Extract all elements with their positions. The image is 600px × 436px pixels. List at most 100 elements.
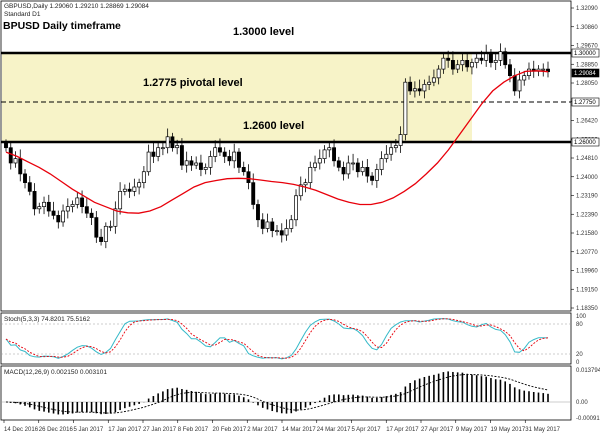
candle-body xyxy=(170,136,175,149)
candle-body xyxy=(541,68,546,71)
candle-body xyxy=(498,51,503,61)
time-tick-label: 24 Mar 2017 xyxy=(317,427,351,433)
candle-body xyxy=(127,188,132,192)
candle-body xyxy=(198,162,203,170)
candle-body xyxy=(241,167,246,173)
candle-body xyxy=(469,62,474,68)
time-tick-label: 9 May 2017 xyxy=(456,427,488,433)
candle-body xyxy=(256,204,260,221)
candle-body xyxy=(232,151,237,162)
candle-body xyxy=(313,162,317,168)
price-tick-label: 1.21580 xyxy=(576,231,598,237)
chart-title: BPUSD Daily timeframe xyxy=(3,20,121,32)
candle-body xyxy=(246,171,251,183)
time-tick-label: 5 Jan 2017 xyxy=(74,427,104,433)
stoch-tick-label: 80 xyxy=(576,322,583,328)
candle-body xyxy=(303,182,308,186)
candle-body xyxy=(227,156,232,162)
candle-body xyxy=(332,147,337,162)
candle-body xyxy=(23,173,27,183)
candle-body xyxy=(355,162,360,173)
label-12775: 1.2775 pivotal level xyxy=(143,77,243,89)
candle-body xyxy=(346,162,351,175)
candle-body xyxy=(508,64,512,77)
candle-body xyxy=(108,225,113,228)
candle-body xyxy=(450,60,455,70)
candle-body xyxy=(13,158,18,164)
label-1260: 1.2600 level xyxy=(243,120,304,132)
candle-body xyxy=(341,167,346,175)
candle-body xyxy=(27,182,32,192)
candle-body xyxy=(203,167,208,170)
time-tick-label: 17 Jan 2017 xyxy=(108,427,142,433)
price-tick-label: 1.23190 xyxy=(576,194,598,200)
candle-body xyxy=(118,191,123,210)
time-tick-label: 8 Feb 2017 xyxy=(178,427,209,433)
time-tick-label: 14 Dec 2016 xyxy=(4,427,39,433)
candle-body xyxy=(374,169,379,181)
candle-body xyxy=(294,195,298,221)
stoch-axis: 100 80 20 0 xyxy=(576,314,587,366)
candle-body xyxy=(479,57,484,61)
candle-body xyxy=(61,210,66,223)
candle-body xyxy=(389,147,394,155)
price-tags: 1.30000 1.29084 1.27750 1.26000 xyxy=(571,48,600,147)
candle-body xyxy=(360,167,365,173)
candle-body xyxy=(275,230,279,233)
candle-body xyxy=(336,160,341,168)
stoch-signal-line xyxy=(5,318,549,359)
candle-body xyxy=(460,60,465,66)
candle-body xyxy=(398,134,403,146)
stoch-label: Stoch(5,3,3) 74.8201 75.5162 xyxy=(4,316,90,323)
candle-body xyxy=(37,206,42,210)
candle-body xyxy=(222,151,227,157)
candle-body xyxy=(137,182,142,188)
candle-body xyxy=(493,60,498,63)
stoch-tick-label: 0 xyxy=(576,360,580,366)
candle-body xyxy=(308,167,313,183)
candle-body xyxy=(213,147,218,157)
candle-body xyxy=(465,60,470,68)
candle-body xyxy=(132,186,137,192)
time-tick-label: 2 Mar 2017 xyxy=(247,427,278,433)
candle-body xyxy=(189,160,194,166)
candle-body xyxy=(208,156,213,168)
candle-body xyxy=(141,171,146,183)
price-tag-box xyxy=(571,97,600,107)
macd-axis: 0.013794 0.00 -0.00091 xyxy=(576,368,600,422)
time-tick-label: 20 Feb 2017 xyxy=(213,427,247,433)
candle-body xyxy=(279,230,284,236)
candle-body xyxy=(412,88,417,92)
candle-body xyxy=(184,160,189,166)
template-name: Standard D1 xyxy=(4,11,41,18)
price-tick-label: 1.30860 xyxy=(576,25,598,31)
candle-body xyxy=(427,81,432,85)
candle-body xyxy=(517,79,522,92)
time-tick-label: 27 Jan 2017 xyxy=(143,427,177,433)
candle-body xyxy=(99,236,104,242)
candle-body xyxy=(403,81,408,135)
price-tick-label: 1.24000 xyxy=(576,175,598,181)
candle-body xyxy=(8,147,13,164)
price-tag-label: 1.30000 xyxy=(574,51,596,57)
candle-body xyxy=(80,197,85,208)
candle-body xyxy=(251,182,256,205)
candle-body xyxy=(431,77,436,83)
macd-tick-label: 0.013794 xyxy=(576,368,600,374)
time-tick-label: 31 May 2017 xyxy=(525,427,560,433)
candle-body xyxy=(546,68,550,73)
candle-body xyxy=(365,167,370,177)
stoch-tick-label: 20 xyxy=(576,352,583,358)
time-tick-label: 26 Dec 2016 xyxy=(39,427,74,433)
candle-body xyxy=(488,53,493,63)
macd-tick-label: 0.00 xyxy=(576,400,588,406)
candle-body xyxy=(89,212,94,218)
candle-body xyxy=(113,208,118,227)
stoch-tick-label: 100 xyxy=(576,314,587,320)
candle-body xyxy=(384,153,389,159)
candle-body xyxy=(84,206,89,214)
macd-tick-label: -0.00091 xyxy=(576,416,600,422)
price-tick-label: 1.18350 xyxy=(576,306,598,312)
candles-layer xyxy=(4,43,550,249)
candle-body xyxy=(194,162,199,166)
